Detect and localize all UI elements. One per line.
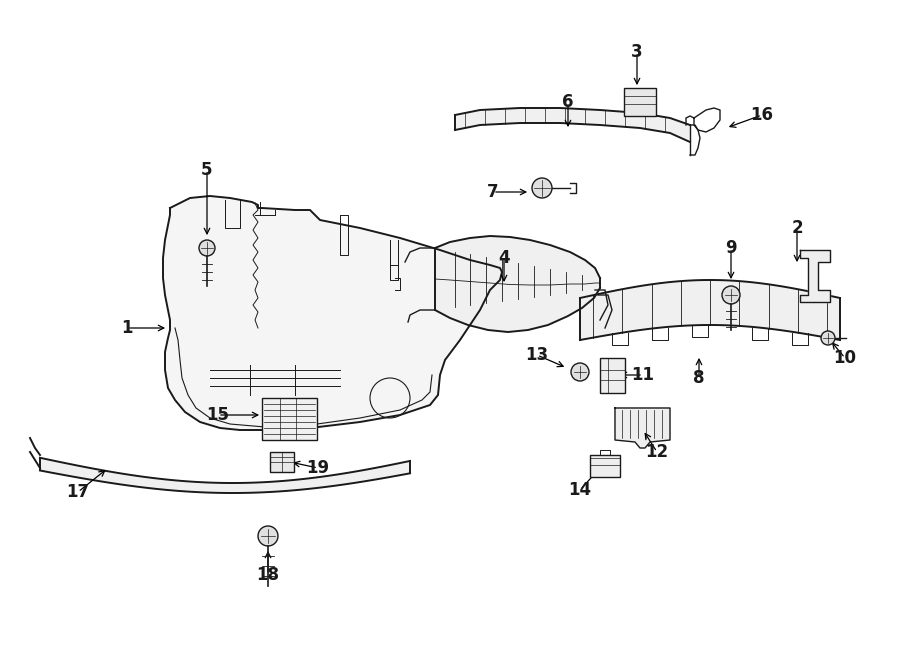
Circle shape xyxy=(821,331,835,345)
Polygon shape xyxy=(615,408,670,448)
Circle shape xyxy=(722,286,740,304)
Text: 15: 15 xyxy=(206,406,230,424)
Bar xyxy=(600,358,625,393)
Circle shape xyxy=(571,363,589,381)
Polygon shape xyxy=(455,108,690,142)
Text: 1: 1 xyxy=(122,319,133,337)
Polygon shape xyxy=(435,236,600,332)
Text: 5: 5 xyxy=(202,161,212,179)
Text: 4: 4 xyxy=(499,249,509,267)
Text: 14: 14 xyxy=(569,481,591,499)
Text: 8: 8 xyxy=(693,369,705,387)
Text: 10: 10 xyxy=(833,349,857,367)
Polygon shape xyxy=(40,458,410,493)
Bar xyxy=(270,452,294,472)
Text: 11: 11 xyxy=(632,366,654,384)
Text: 9: 9 xyxy=(725,239,737,257)
Bar xyxy=(624,88,656,116)
Text: 18: 18 xyxy=(256,566,280,584)
Text: 17: 17 xyxy=(67,483,90,501)
Circle shape xyxy=(199,240,215,256)
Polygon shape xyxy=(580,280,840,340)
Text: 16: 16 xyxy=(751,106,773,124)
Text: 12: 12 xyxy=(645,443,669,461)
Text: 7: 7 xyxy=(487,183,499,201)
Text: 3: 3 xyxy=(631,43,643,61)
Text: 2: 2 xyxy=(791,219,803,237)
Polygon shape xyxy=(163,196,502,430)
Polygon shape xyxy=(800,250,830,302)
Circle shape xyxy=(532,178,552,198)
Text: 13: 13 xyxy=(526,346,549,364)
Circle shape xyxy=(258,526,278,546)
Bar xyxy=(262,398,317,440)
Bar xyxy=(590,455,620,477)
Text: 6: 6 xyxy=(562,93,574,111)
Text: 19: 19 xyxy=(306,459,329,477)
